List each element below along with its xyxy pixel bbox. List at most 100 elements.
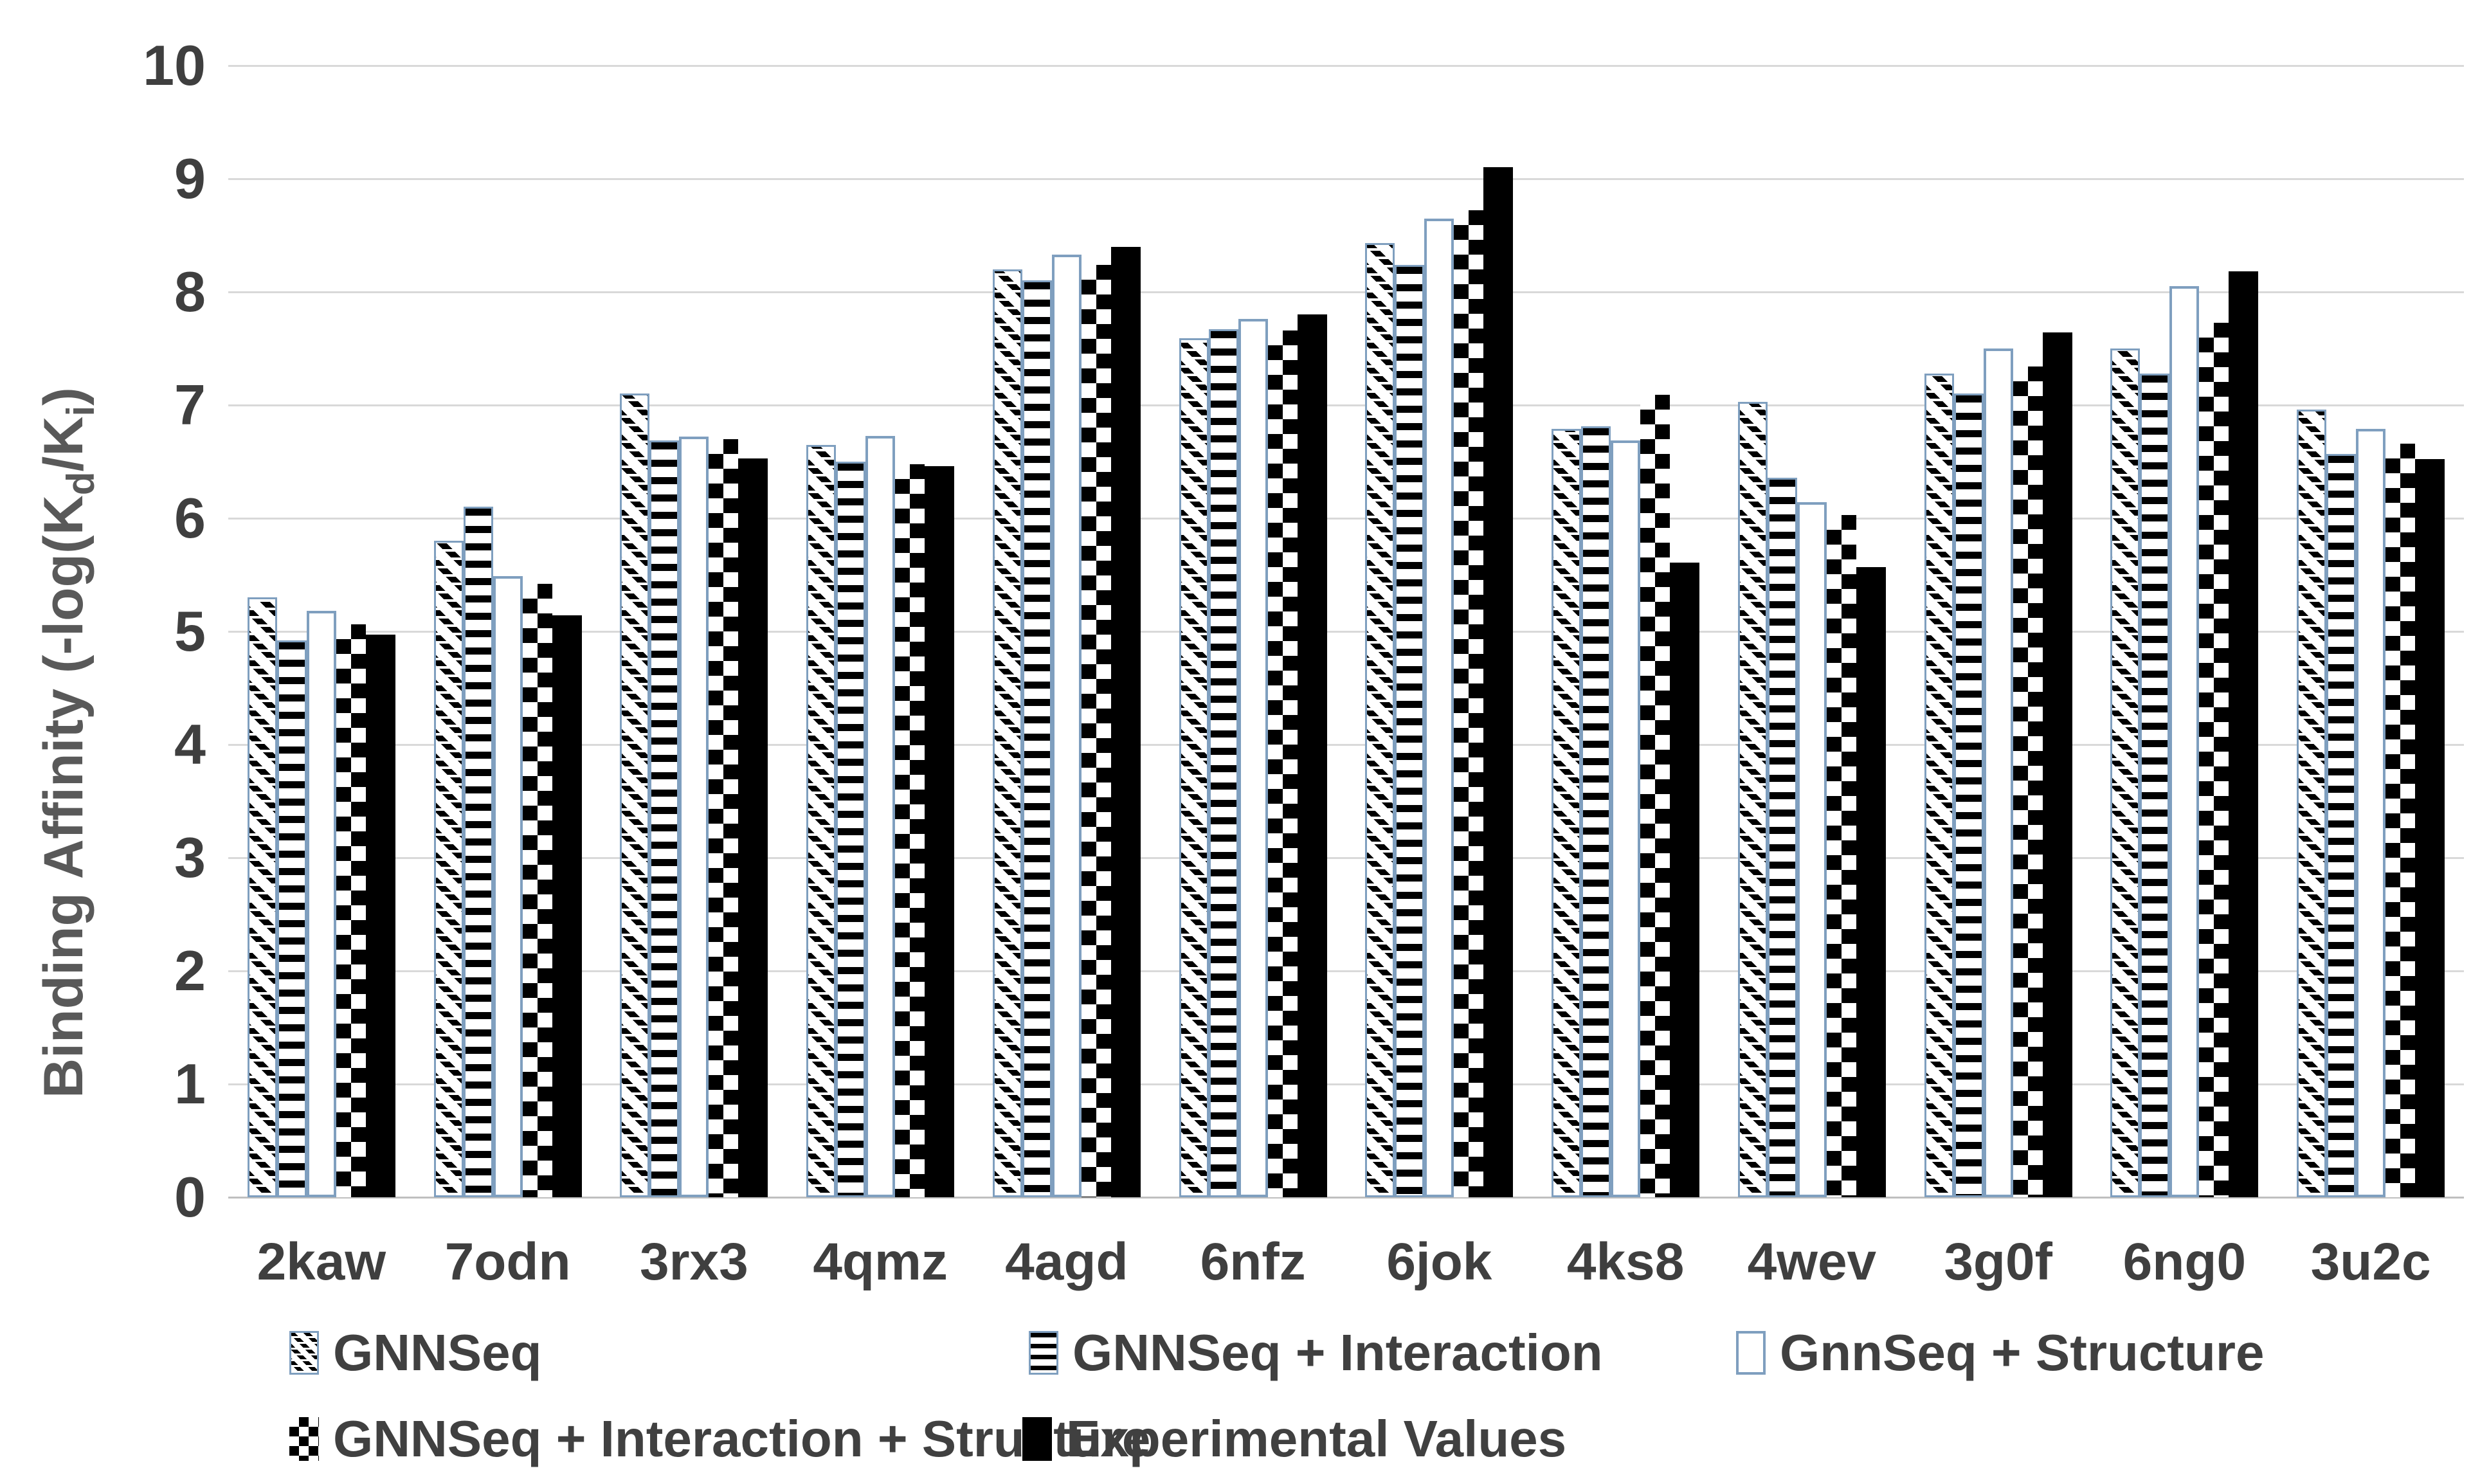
legend-swatch-horizontal-lines-icon bbox=[1029, 1331, 1058, 1375]
bar-6jok-series-2 bbox=[1424, 218, 1454, 1197]
legend-swatch-diagonal-hatch-icon bbox=[289, 1331, 319, 1375]
x-axis-label-4agd: 4agd bbox=[1005, 1233, 1128, 1291]
bar-2kaw-series-3 bbox=[336, 624, 366, 1197]
bar-3u2c-series-4 bbox=[2415, 459, 2445, 1197]
bar-3rx3-series-4 bbox=[738, 458, 768, 1197]
bar-6nfz-series-3 bbox=[1267, 330, 1298, 1197]
bar-4wev-series-4 bbox=[1856, 566, 1886, 1197]
y-tick-label-5: 5 bbox=[174, 599, 206, 663]
bar-4ks8-series-3 bbox=[1640, 395, 1670, 1197]
bar-3u2c-series-3 bbox=[2385, 443, 2416, 1197]
legend-label-3: GNNSeq + Interaction + Structure bbox=[333, 1410, 1151, 1467]
gridline-y-2 bbox=[228, 970, 2464, 972]
bar-2kaw-series-2 bbox=[306, 611, 336, 1197]
bar-6nfz-series-2 bbox=[1238, 319, 1268, 1197]
bar-6jok-series-3 bbox=[1454, 210, 1484, 1197]
bar-3u2c-series-0 bbox=[2297, 410, 2327, 1197]
bar-3g0f-series-2 bbox=[1983, 348, 2013, 1197]
bar-3rx3-series-2 bbox=[679, 437, 709, 1197]
gridline-y-7 bbox=[228, 404, 2464, 406]
bar-4qmz-series-0 bbox=[806, 444, 837, 1197]
x-axis-line bbox=[228, 1196, 2464, 1199]
x-axis-label-6jok: 6jok bbox=[1386, 1233, 1492, 1291]
bar-7odn-series-4 bbox=[552, 615, 582, 1197]
bar-4agd-series-3 bbox=[1081, 264, 1111, 1197]
x-axis-label-3rx3: 3rx3 bbox=[640, 1233, 748, 1291]
gridline-y-10 bbox=[228, 64, 2464, 67]
bar-4agd-series-0 bbox=[992, 269, 1022, 1197]
x-axis-label-7odn: 7odn bbox=[444, 1233, 571, 1291]
x-axis-label-2kaw: 2kaw bbox=[257, 1233, 386, 1291]
x-axis-label-3g0f: 3g0f bbox=[1944, 1233, 2052, 1291]
bar-4qmz-series-1 bbox=[836, 462, 866, 1197]
bar-2kaw-series-4 bbox=[365, 635, 395, 1197]
legend-label-1: GNNSeq + Interaction bbox=[1073, 1324, 1603, 1381]
bar-4ks8-series-1 bbox=[1581, 426, 1611, 1197]
bar-3rx3-series-3 bbox=[709, 439, 739, 1197]
y-tick-label-10: 10 bbox=[143, 33, 206, 97]
bar-6ng0-series-4 bbox=[2229, 271, 2259, 1197]
x-axis-label-6ng0: 6ng0 bbox=[2122, 1233, 2247, 1291]
y-tick-label-1: 1 bbox=[174, 1052, 206, 1116]
y-tick-label-8: 8 bbox=[174, 260, 206, 323]
y-tick-label-2: 2 bbox=[174, 939, 206, 1002]
bar-4ks8-series-2 bbox=[1611, 440, 1641, 1197]
bar-7odn-series-3 bbox=[522, 584, 552, 1197]
bar-7odn-series-0 bbox=[433, 541, 464, 1197]
gridline-y-4 bbox=[228, 743, 2464, 746]
bar-4wev-series-3 bbox=[1826, 514, 1856, 1197]
y-tick-label-9: 9 bbox=[174, 147, 206, 210]
legend-swatch-solid-black-icon bbox=[1022, 1417, 1052, 1461]
bar-6ng0-series-0 bbox=[2110, 348, 2141, 1197]
bar-3g0f-series-4 bbox=[2042, 332, 2072, 1197]
x-axis-label-6nfz: 6nfz bbox=[1200, 1233, 1306, 1291]
bar-4ks8-series-0 bbox=[1552, 428, 1582, 1197]
bar-3g0f-series-0 bbox=[1924, 373, 1954, 1197]
bar-4agd-series-4 bbox=[1110, 246, 1141, 1197]
bar-4qmz-series-2 bbox=[865, 435, 896, 1197]
y-tick-label-6: 6 bbox=[174, 486, 206, 550]
bar-7odn-series-2 bbox=[493, 575, 523, 1197]
bar-4qmz-series-3 bbox=[895, 464, 925, 1197]
gridline-y-1 bbox=[228, 1083, 2464, 1085]
bar-2kaw-series-0 bbox=[247, 597, 277, 1197]
gridline-y-5 bbox=[228, 630, 2464, 633]
legend-item-4: Experimental Values bbox=[1022, 1409, 1566, 1469]
legend-item-3: GNNSeq + Interaction + Structure bbox=[289, 1409, 1150, 1469]
bar-2kaw-series-1 bbox=[276, 640, 307, 1197]
bar-3g0f-series-3 bbox=[2013, 366, 2043, 1197]
y-tick-label-0: 0 bbox=[174, 1165, 206, 1229]
bar-7odn-series-1 bbox=[463, 507, 493, 1197]
gridline-y-6 bbox=[228, 517, 2464, 520]
bar-6ng0-series-3 bbox=[2199, 322, 2229, 1197]
legend-label-4: Experimental Values bbox=[1066, 1410, 1567, 1467]
bar-6nfz-series-1 bbox=[1208, 329, 1238, 1197]
legend-label-2: GnnSeq + Structure bbox=[1780, 1324, 2265, 1381]
gridline-y-9 bbox=[228, 177, 2464, 180]
legend-item-2: GnnSeq + Structure bbox=[1736, 1323, 2264, 1382]
gridline-y-8 bbox=[228, 291, 2464, 293]
bar-6jok-series-1 bbox=[1395, 264, 1425, 1197]
x-axis-label-3u2c: 3u2c bbox=[2310, 1233, 2431, 1291]
bar-4agd-series-2 bbox=[1051, 254, 1082, 1197]
bar-4wev-series-0 bbox=[1737, 401, 1768, 1197]
bar-4agd-series-1 bbox=[1022, 280, 1052, 1197]
legend-label-0: GNNSeq bbox=[333, 1324, 542, 1381]
bar-6jok-series-4 bbox=[1483, 167, 1514, 1197]
gridline-y-3 bbox=[228, 856, 2464, 859]
bar-6ng0-series-1 bbox=[2140, 373, 2170, 1197]
bar-4qmz-series-4 bbox=[925, 466, 955, 1197]
x-axis-label-4wev: 4wev bbox=[1747, 1233, 1877, 1291]
bar-4wev-series-2 bbox=[1797, 502, 1827, 1197]
y-tick-label-3: 3 bbox=[174, 826, 206, 889]
bar-4ks8-series-4 bbox=[1670, 562, 1700, 1197]
bar-4wev-series-1 bbox=[1767, 477, 1797, 1197]
y-tick-label-7: 7 bbox=[174, 373, 206, 437]
legend-item-0: GNNSeq bbox=[289, 1323, 542, 1382]
legend-swatch-white-outline-icon bbox=[1736, 1331, 1766, 1375]
bar-3u2c-series-2 bbox=[2356, 428, 2386, 1197]
bar-3g0f-series-1 bbox=[1953, 394, 1984, 1197]
bar-3rx3-series-1 bbox=[649, 440, 680, 1197]
legend-item-1: GNNSeq + Interaction bbox=[1029, 1323, 1603, 1382]
